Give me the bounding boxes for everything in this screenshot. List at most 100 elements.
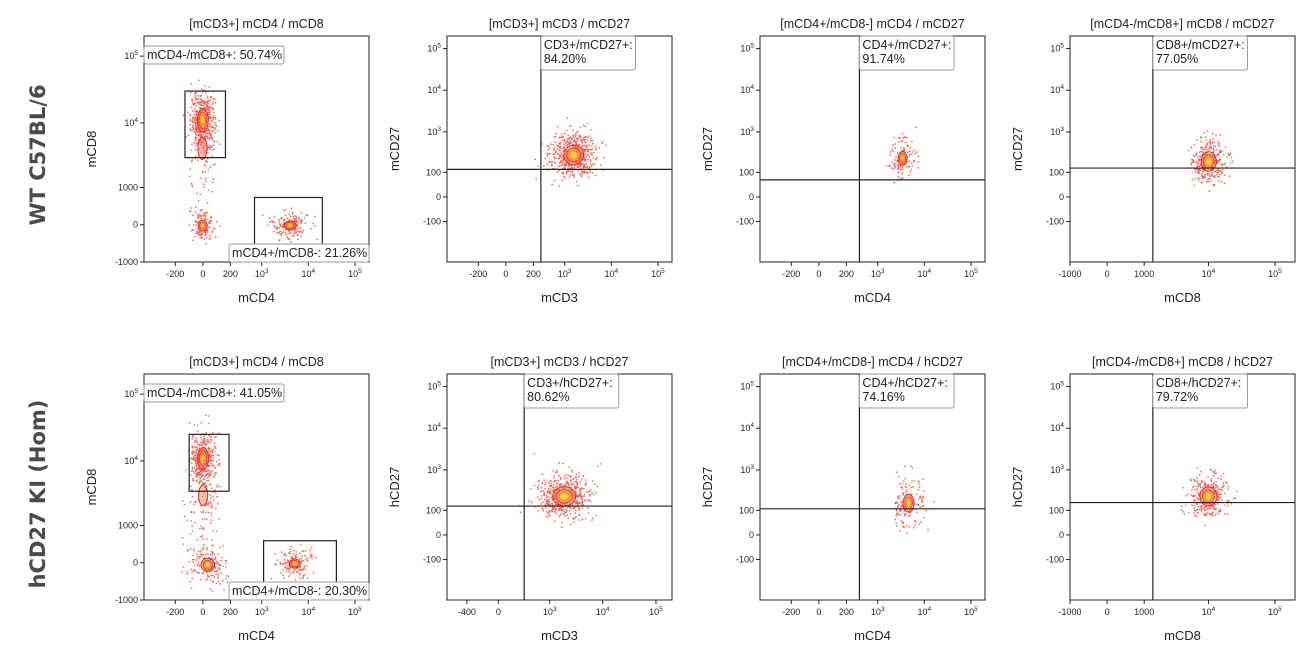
event-dot [1198, 151, 1201, 154]
event-dot [544, 506, 547, 509]
event-dot [909, 514, 912, 517]
event-dot [305, 565, 308, 567]
event-dot [902, 521, 904, 524]
event-dot [534, 158, 537, 161]
event-dot [581, 518, 584, 521]
event-dot [545, 494, 548, 497]
event-dot [562, 506, 565, 509]
event-dot [596, 485, 598, 488]
event-dot [572, 174, 575, 177]
y-tick-label: -100 [736, 217, 754, 227]
event-dot [190, 511, 193, 514]
event-dot [593, 151, 596, 154]
event-dot [214, 127, 217, 130]
event-dot [1217, 499, 1219, 502]
event-dot [195, 105, 198, 107]
quadrant-label-box [1152, 35, 1248, 71]
event-dot [199, 151, 202, 154]
event-dot [927, 528, 929, 531]
y-tick-label: -100 [736, 555, 754, 565]
event-dot [906, 532, 908, 535]
event-dot [584, 517, 587, 520]
event-dot [901, 166, 904, 169]
event-dot [1209, 146, 1212, 148]
y-tick-label: 105 [124, 388, 138, 399]
event-dot [575, 492, 578, 494]
event-dot [551, 506, 554, 509]
event-dot [586, 154, 588, 157]
event-dot [1212, 151, 1215, 153]
event-dot [195, 109, 198, 112]
event-dot [1214, 472, 1217, 475]
event-dot [572, 483, 575, 485]
event-dot [1193, 155, 1196, 158]
panel-title: [mCD3+] mCD4 / mCD8 [189, 17, 323, 31]
event-dot [200, 436, 202, 439]
event-dot [303, 565, 306, 568]
quadrant-label: CD4+/mCD27+:91.74% [858, 35, 955, 71]
density-core [1204, 492, 1213, 501]
event-dot [916, 511, 918, 514]
event-dot [216, 454, 219, 456]
event-dot [194, 107, 196, 110]
event-dot [195, 470, 197, 473]
event-dot [214, 566, 217, 569]
event-dot [559, 478, 562, 480]
event-dot [898, 166, 901, 169]
event-dot [894, 159, 896, 161]
event-dot [1199, 506, 1202, 508]
event-dot [206, 438, 209, 441]
event-dot [559, 165, 561, 167]
event-dot [592, 517, 594, 520]
event-dot [908, 150, 911, 153]
event-dot [210, 129, 213, 132]
event-dot [561, 164, 563, 167]
event-dot [531, 501, 533, 504]
event-dot [554, 141, 557, 144]
event-dot [584, 125, 587, 127]
event-dot [539, 490, 542, 493]
event-dot [1202, 490, 1204, 493]
event-dot [1182, 486, 1184, 489]
event-dot [191, 466, 194, 469]
event-dot [209, 588, 212, 591]
event-dot [562, 172, 565, 175]
event-dot [296, 234, 299, 237]
event-dot [897, 513, 899, 516]
event-dot [204, 170, 207, 173]
event-dot [571, 471, 574, 473]
event-dot [1201, 148, 1204, 151]
event-dot [587, 136, 589, 139]
event-dot [193, 511, 196, 514]
event-dot [187, 111, 189, 114]
event-dot [213, 98, 216, 101]
event-dot [210, 487, 213, 490]
event-dot [300, 235, 302, 238]
event-dot [533, 484, 536, 487]
event-dot [559, 145, 562, 148]
event-dot [576, 139, 579, 142]
event-dot [201, 535, 204, 537]
event-dot [911, 486, 914, 488]
event-dot [569, 174, 571, 177]
x-tick-label: 0 [200, 269, 205, 279]
event-dot [1193, 512, 1196, 515]
event-dot [293, 217, 295, 220]
event-dot [191, 118, 194, 120]
event-dot [911, 140, 913, 143]
event-dot [576, 165, 579, 168]
event-dot [591, 139, 594, 142]
event-dot [573, 166, 576, 169]
event-dot [289, 215, 292, 218]
event-dot [897, 163, 900, 166]
event-dot [896, 152, 899, 155]
event-dot [213, 473, 216, 476]
event-dot [202, 139, 205, 141]
event-dot [1196, 503, 1199, 505]
event-dot [205, 432, 208, 434]
event-dot [295, 554, 297, 557]
event-dot [577, 161, 580, 164]
event-dot [280, 232, 283, 235]
